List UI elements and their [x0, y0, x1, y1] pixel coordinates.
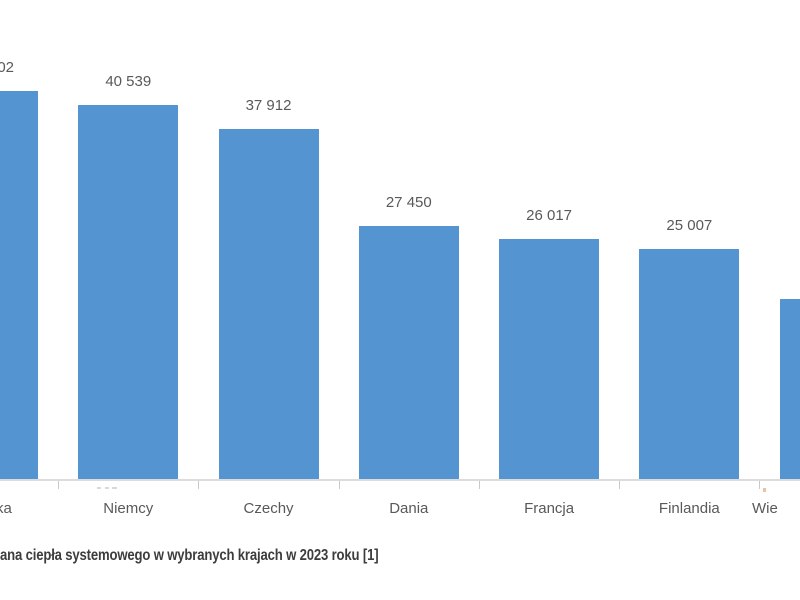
bar[interactable] [639, 249, 740, 480]
faint-dash-artifact [112, 487, 117, 489]
category-label: Niemcy [103, 500, 154, 517]
bar-value-label: 25 007 [666, 217, 713, 234]
axis-tick [759, 481, 760, 489]
plot-area: 02 40 539 37 912 27 450 26 017 25 007 [0, 59, 800, 480]
category-label: Wie [752, 500, 778, 517]
bar-value-label: 02 [0, 59, 14, 76]
axis-tick [198, 481, 199, 489]
bar[interactable] [499, 239, 600, 480]
category-axis-line [0, 479, 800, 481]
figure-caption: ana ciepła systemowego w wybranych kraja… [0, 547, 379, 564]
orange-dot-artifact [763, 488, 766, 492]
bar[interactable] [779, 299, 800, 480]
bar-value-label: 27 450 [385, 194, 432, 211]
faint-dash-artifact [97, 487, 101, 489]
axis-tick [479, 481, 480, 489]
bar[interactable] [78, 105, 179, 480]
bar[interactable] [0, 91, 38, 480]
bar-value-label: 37 912 [245, 97, 292, 114]
category-label: Czechy [243, 500, 294, 517]
bar[interactable] [358, 226, 459, 480]
category-label: ka [0, 500, 12, 517]
bar-value-label: 40 539 [105, 73, 152, 90]
axis-tick [339, 481, 340, 489]
category-label: Dania [389, 500, 429, 517]
faint-dash-artifact [105, 487, 109, 489]
bar-value-label: 26 017 [526, 207, 573, 224]
category-label: Francja [524, 500, 575, 517]
bar[interactable] [218, 129, 319, 480]
axis-tick [58, 481, 59, 489]
axis-tick [619, 481, 620, 489]
category-label: Finlandia [658, 500, 720, 517]
